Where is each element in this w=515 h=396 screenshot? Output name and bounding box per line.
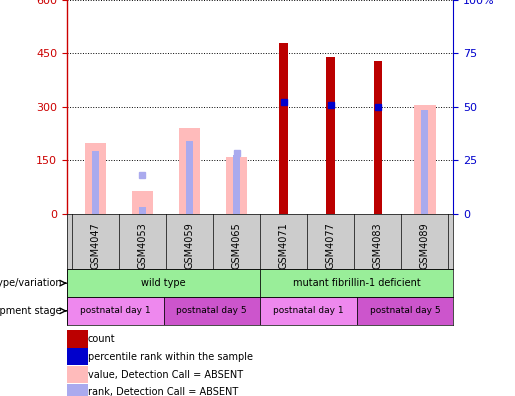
Text: postnatal day 1: postnatal day 1 xyxy=(80,307,150,315)
Text: postnatal day 5: postnatal day 5 xyxy=(177,307,247,315)
Bar xyxy=(67,366,88,383)
Bar xyxy=(163,297,260,325)
Text: GSM4071: GSM4071 xyxy=(279,222,288,269)
Text: genotype/variation: genotype/variation xyxy=(0,278,62,288)
Bar xyxy=(415,105,436,214)
Text: value, Detection Call = ABSENT: value, Detection Call = ABSENT xyxy=(88,369,243,380)
Bar xyxy=(280,43,288,214)
Text: postnatal day 1: postnatal day 1 xyxy=(273,307,344,315)
Text: wild type: wild type xyxy=(141,278,186,288)
Bar xyxy=(260,269,453,297)
Text: GSM4065: GSM4065 xyxy=(232,222,242,269)
Text: GSM4089: GSM4089 xyxy=(420,222,430,269)
Text: percentile rank within the sample: percentile rank within the sample xyxy=(88,352,252,362)
Bar xyxy=(260,297,356,325)
Bar xyxy=(84,143,106,214)
Bar xyxy=(327,57,335,214)
Bar xyxy=(233,155,240,214)
Text: GSM4059: GSM4059 xyxy=(184,222,195,269)
Text: GSM4047: GSM4047 xyxy=(90,222,100,269)
Bar xyxy=(132,190,153,214)
Bar xyxy=(67,330,88,348)
Bar xyxy=(226,157,247,214)
Text: mutant fibrillin-1 deficient: mutant fibrillin-1 deficient xyxy=(293,278,421,288)
Text: development stage: development stage xyxy=(0,306,62,316)
Bar xyxy=(67,384,88,396)
Text: GSM4083: GSM4083 xyxy=(373,222,383,269)
Bar xyxy=(67,297,163,325)
Bar xyxy=(139,207,146,214)
Bar xyxy=(179,128,200,214)
Bar xyxy=(186,141,193,214)
Bar xyxy=(92,151,99,214)
Bar xyxy=(373,61,382,214)
Text: count: count xyxy=(88,334,115,344)
Bar xyxy=(421,110,428,214)
Text: rank, Detection Call = ABSENT: rank, Detection Call = ABSENT xyxy=(88,387,238,396)
Bar xyxy=(67,269,260,297)
Bar xyxy=(67,348,88,366)
Text: GSM4053: GSM4053 xyxy=(138,222,147,269)
Text: GSM4077: GSM4077 xyxy=(325,222,336,269)
Bar xyxy=(356,297,453,325)
Text: postnatal day 5: postnatal day 5 xyxy=(370,307,440,315)
